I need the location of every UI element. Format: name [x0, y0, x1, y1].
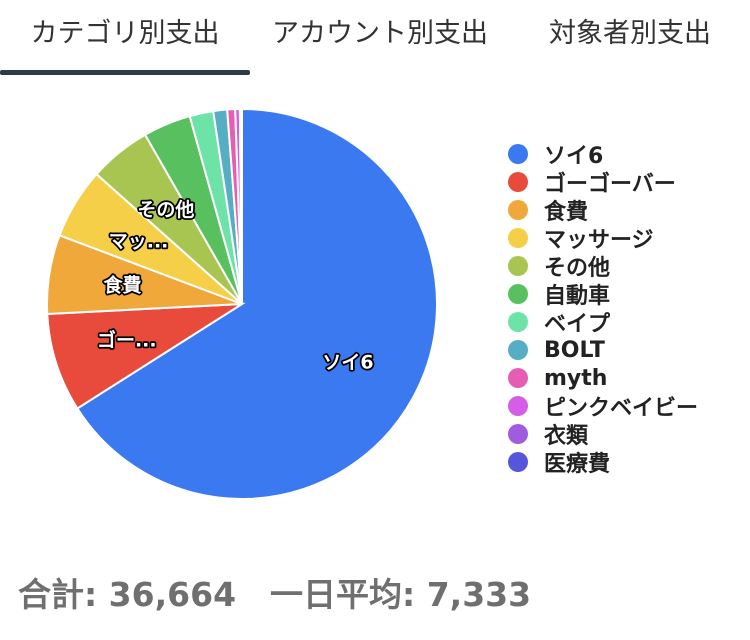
legend-color-dot	[508, 256, 528, 276]
legend-label: ベイプ	[544, 312, 611, 337]
legend-label: 衣類	[544, 424, 589, 449]
legend-item[interactable]: 衣類	[508, 420, 698, 449]
slice-label-5: その他	[137, 198, 194, 221]
legend-label: BOLT	[544, 337, 605, 363]
legend-item[interactable]: BOLT	[508, 336, 698, 364]
legend-label: その他	[544, 256, 611, 281]
daily-average: 一日平均: 7,333	[270, 575, 532, 614]
legend-color-dot	[508, 452, 528, 472]
legend-item[interactable]: マッサージ	[508, 224, 698, 253]
legend-color-dot	[508, 312, 528, 332]
pie-chart: ソイ6 ゴー... 食費 マッ... その他	[46, 107, 438, 500]
legend-item[interactable]: ピンクベイビー	[508, 392, 699, 421]
spending-summary: 合計: 36,664 一日平均: 7,333	[18, 568, 531, 616]
active-tab-indicator	[0, 70, 250, 75]
legend-label: ソイ6	[544, 144, 604, 169]
legend-color-dot	[508, 284, 528, 304]
legend-label: マッサージ	[544, 228, 654, 253]
slice-label-2: ゴー...	[97, 329, 157, 352]
chart-legend: ソイ6 ゴーゴーバー 食費マッサージその他自動車ベイプ BOLT myth ピンクベイビー…	[508, 140, 699, 477]
slice-label-3: 食費	[104, 273, 142, 296]
legend-label: myth	[544, 365, 608, 391]
legend-label: 自動車	[544, 284, 611, 309]
total-spending: 合計: 36,664	[18, 575, 237, 614]
legend-color-dot	[508, 228, 528, 248]
legend-label: 医療費	[544, 452, 611, 477]
legend-color-dot	[508, 172, 528, 192]
legend-item[interactable]: 自動車	[508, 280, 698, 309]
legend-item[interactable]: 医療費	[508, 448, 698, 477]
legend-color-dot	[508, 340, 528, 360]
legend-color-dot	[508, 144, 528, 164]
tab-account-spending[interactable]: アカウント別支出	[272, 18, 488, 49]
slice-label-4: マッ...	[109, 230, 169, 252]
pie-slice-2[interactable]	[46, 302, 246, 410]
legend-label: ゴーゴーバー	[544, 172, 676, 197]
legend-color-dot	[508, 200, 528, 220]
legend-item[interactable]: ソイ6	[508, 140, 698, 169]
legend-color-dot	[508, 368, 528, 388]
pie-slice-1[interactable]	[75, 107, 438, 500]
legend-item[interactable]: その他	[508, 252, 698, 281]
legend-item[interactable]: ベイプ	[508, 308, 698, 337]
tab-bar: カテゴリ別支出 アカウント別支出 対象者別支出	[0, 0, 750, 76]
legend-color-dot	[508, 424, 528, 444]
tab-person-spending[interactable]: 対象者別支出	[549, 18, 711, 49]
legend-item[interactable]: myth	[508, 364, 698, 392]
slice-label-1: ソイ6	[322, 351, 373, 373]
legend-color-dot	[508, 396, 528, 416]
pie-slice-12[interactable]	[240, 107, 243, 305]
legend-label: 食費	[544, 200, 589, 225]
tab-category-spending[interactable]: カテゴリ別支出	[30, 18, 220, 49]
legend-item[interactable]: ゴーゴーバー	[508, 168, 698, 197]
legend-item[interactable]: 食費	[508, 196, 698, 225]
legend-label: ピンクベイビー	[544, 396, 699, 421]
